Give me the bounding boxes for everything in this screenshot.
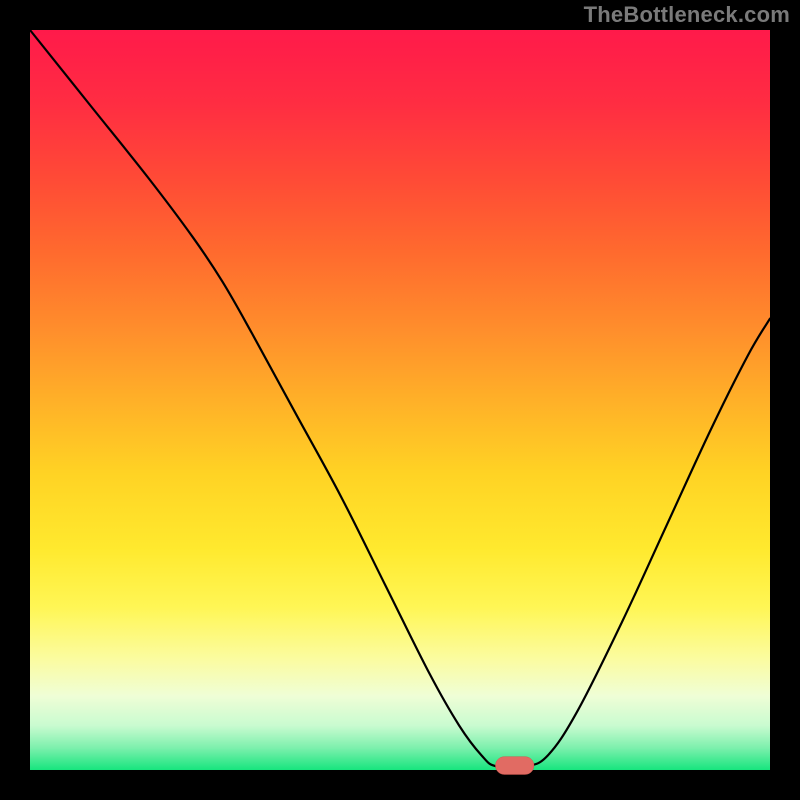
watermark-text: TheBottleneck.com: [584, 2, 790, 28]
plot-background: [30, 30, 770, 770]
optimal-marker: [495, 757, 533, 775]
bottleneck-chart: [0, 0, 800, 800]
